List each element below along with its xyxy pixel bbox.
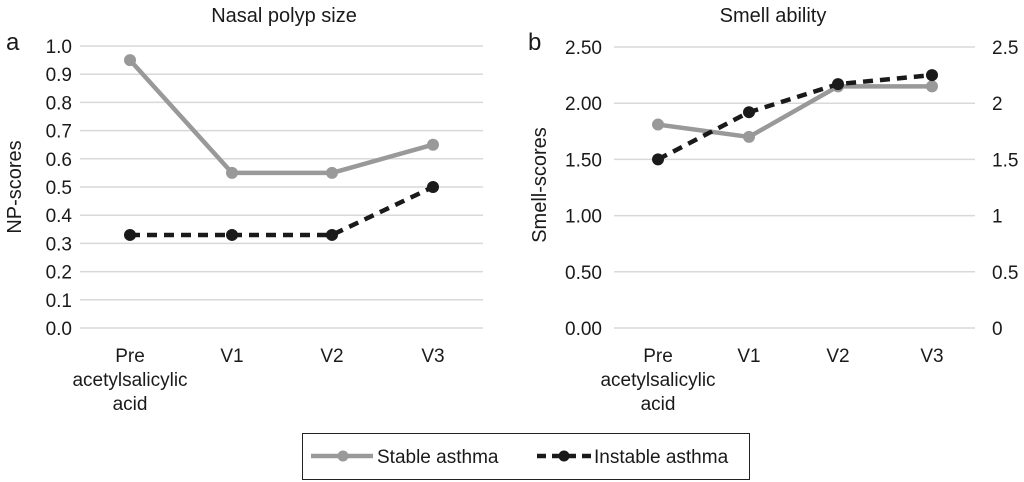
panel-a-title: Nasal polyp size [211,5,357,27]
data-point-stable [743,130,755,143]
data-point-instable [832,78,844,91]
panel-b-label: b [528,29,541,56]
y-tick-label: 0.00 [565,319,602,340]
y-tick-label: 0.50 [565,263,602,284]
data-point-instable [427,181,439,193]
legend-instable-label: Instable asthma [594,447,729,468]
y-tick-label: 2.50 [565,38,602,59]
y-tick-label: 0.2 [46,263,72,284]
x-tick-label: V3 [920,346,943,367]
panel-b-title: Smell ability [720,5,827,27]
y-tick-label: 0.4 [46,206,73,227]
data-point-instable [326,228,338,241]
series-line-stable [657,84,932,140]
legend-instable-marker-icon [558,450,570,462]
data-point-stable [326,166,338,179]
x-tick-label: V1 [220,346,243,367]
x-tick-label: V2 [320,346,343,367]
panel-b-plot: 0.00 0 0.50 0.5 1.00 1 1.50 1.5 2.00 2 2.50 2.5 Pre a… [565,38,1018,415]
y-tick-label: 1.50 [565,150,602,171]
data-point-instable [226,228,238,241]
legend-item-instable: Instable asthma [537,447,729,468]
y-tick-label: 0.0 [46,319,72,340]
x-tick-label: V2 [826,346,849,367]
data-point-stable [124,54,136,67]
y-tick-label: 2.00 [565,94,602,115]
panel-b-ylabel: Smell-scores [529,127,551,243]
data-point-stable [226,166,238,179]
y-tick-label: 0.5 [46,178,72,199]
y-tick-label: 0.6 [46,150,72,171]
y-tick-label: 0.1 [46,291,72,312]
legend: Stable asthma Instable asthma [302,433,750,480]
x-tick-label: V1 [737,346,760,367]
legend-stable-label: Stable asthma [377,447,499,468]
x-tick-label: Pre acetylsalicylic acid [600,346,715,415]
y-right-tick-label: 2 [992,94,1003,115]
y-tick-label: 0.8 [46,93,72,114]
panel-a-ylabel: NP-scores [4,140,26,233]
panel-a-label: a [6,29,20,56]
x-tick-label: V3 [421,346,444,367]
panel-a-plot: 0.0 0.1 0.2 0.3 0.4 0.5 0.6 0.7 0.8 0.9 1.0 Pre acet… [46,37,483,415]
y-right-tick-label: 1 [992,207,1003,228]
y-tick-label: 0.3 [46,234,72,255]
series-line-stable [128,58,434,176]
data-point-stable [652,118,664,131]
data-point-instable [124,228,136,241]
y-right-tick-label: 0 [992,319,1003,340]
y-right-tick-label: 1.5 [992,150,1018,171]
legend-item-stable: Stable asthma [311,447,499,468]
data-point-instable [743,106,755,119]
x-tick-label: Pre acetylsalicylic acid [72,346,187,415]
y-tick-label: 1.0 [46,37,72,58]
series-line-instable [130,184,434,238]
series-line-instable [656,72,933,162]
data-point-stable [926,80,938,93]
y-tick-label: 0.9 [46,65,72,86]
legend-stable-marker-icon [337,450,349,462]
y-tick-label: 1.00 [565,207,602,228]
data-point-stable [427,138,439,151]
y-tick-label: 0.7 [46,122,72,143]
y-right-tick-label: 2.5 [992,38,1018,59]
y-right-tick-label: 0.5 [992,263,1018,284]
data-point-instable [926,69,938,82]
data-point-instable [652,153,664,166]
